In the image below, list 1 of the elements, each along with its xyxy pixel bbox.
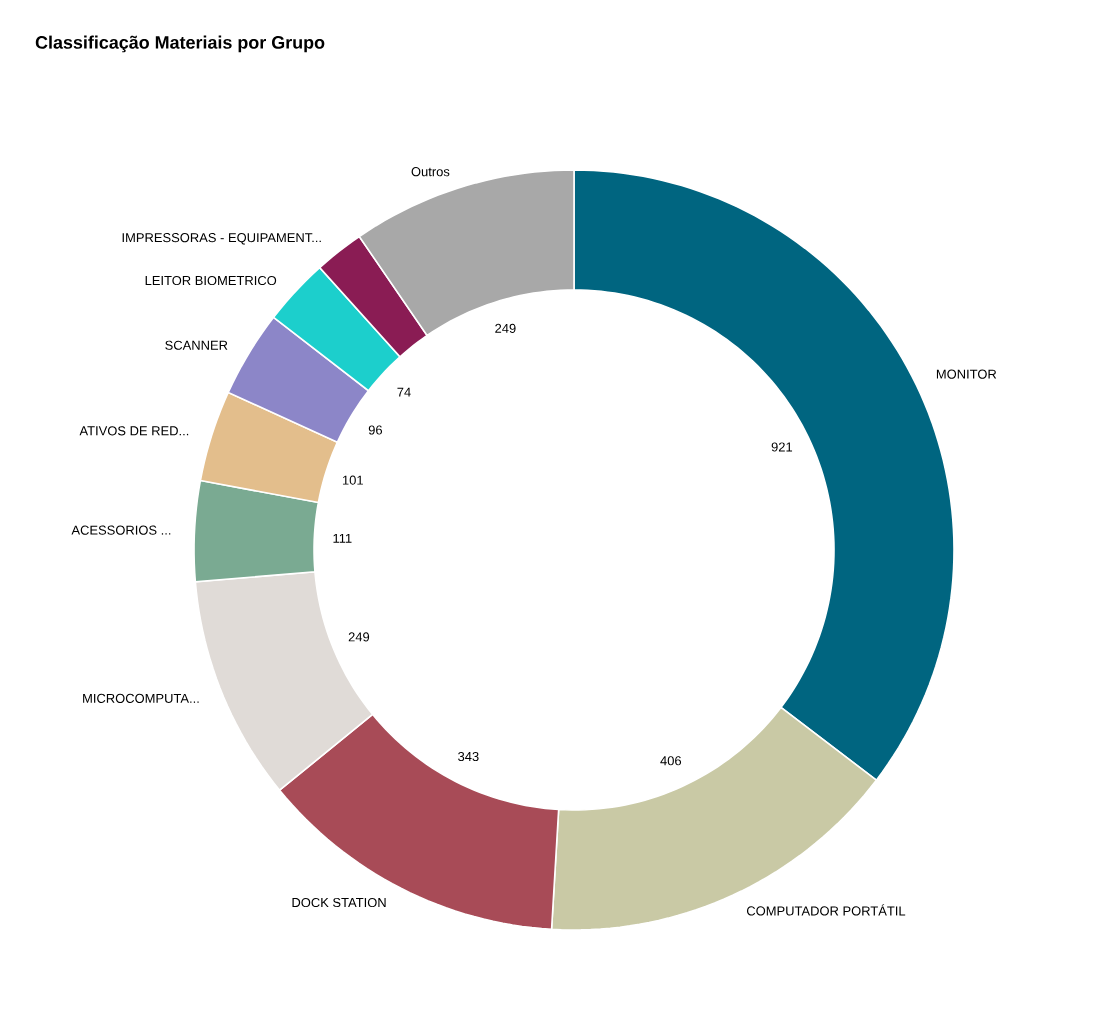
- chart-title: Classificação Materiais por Grupo: [35, 35, 325, 53]
